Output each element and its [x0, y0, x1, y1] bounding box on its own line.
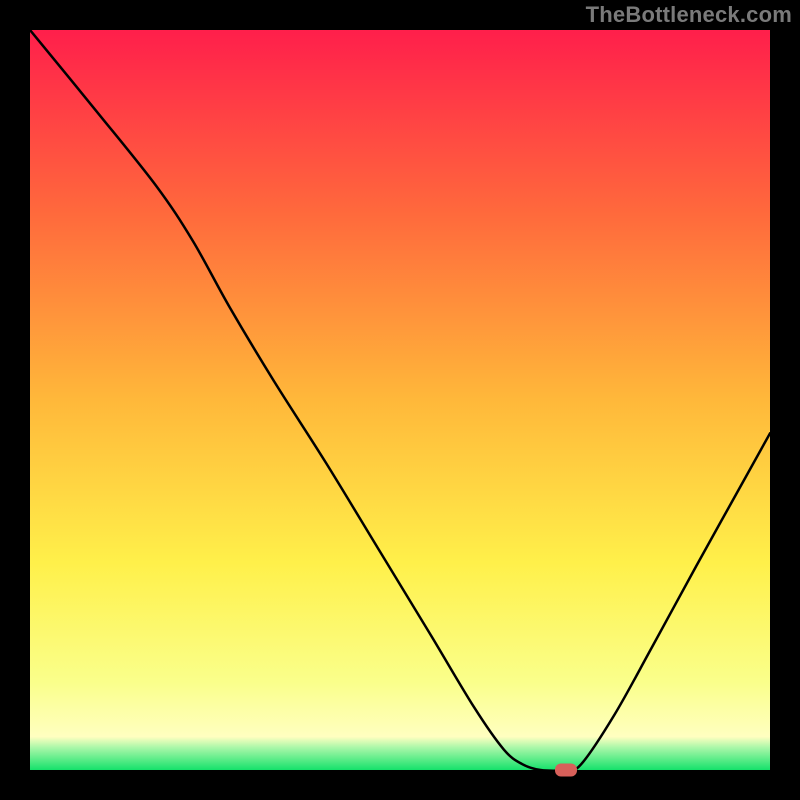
minimum-marker — [555, 764, 577, 777]
background-rect — [30, 30, 770, 770]
marker-svg — [555, 764, 577, 777]
marker-rect — [555, 764, 577, 777]
watermark-text: TheBottleneck.com — [586, 2, 792, 28]
frame-outer: TheBottleneck.com — [0, 0, 800, 800]
plot-area — [30, 30, 770, 770]
chart-svg — [30, 30, 770, 770]
